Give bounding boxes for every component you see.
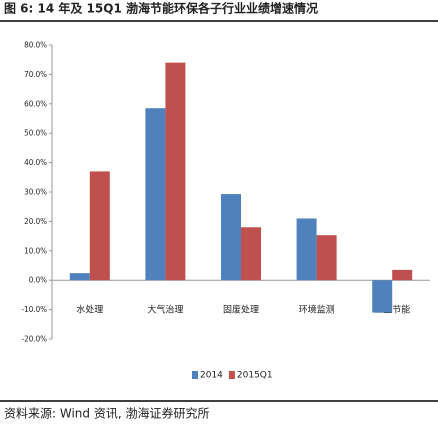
legend-swatch [192,371,198,379]
bar [221,194,241,281]
bar [165,62,186,281]
y-tick-label: -10.0% [22,305,48,314]
y-tick-label: 60.0% [24,99,47,108]
y-tick-label: 70.0% [24,70,47,79]
source: 资料来源: Wind 资讯, 渤海证券研究所 [4,406,209,421]
x-tick-label: 大气治理 [147,304,183,316]
y-tick-label: -20.0% [22,335,48,344]
bar [392,269,413,281]
legend-swatch [228,371,235,379]
x-tick-label: 水处理 [76,304,103,316]
bar [296,218,317,281]
bar [89,171,110,281]
bar [145,108,166,281]
y-tick-label: 0.0% [29,276,47,285]
legend-label: 2014 [200,371,223,381]
chart-title: 图 6: 14 年及 15Q1 渤海节能环保各子行业业绩增速情况 [4,1,318,16]
y-tick-label: 50.0% [24,129,47,138]
y-tick-label: 80.0% [24,41,47,50]
y-tick-label: 40.0% [24,158,47,167]
y-tick-label: 10.0% [24,246,47,255]
y-tick-label: 30.0% [24,188,47,197]
bar [316,235,337,281]
x-tick-label: 环境监测 [299,304,335,316]
y-tick-label: 20.0% [24,217,47,226]
legend-label: 2015Q1 [237,371,273,381]
bar [372,280,393,313]
bar [241,227,261,281]
x-tick-label: 固废处理 [223,304,259,316]
bar [69,273,90,281]
